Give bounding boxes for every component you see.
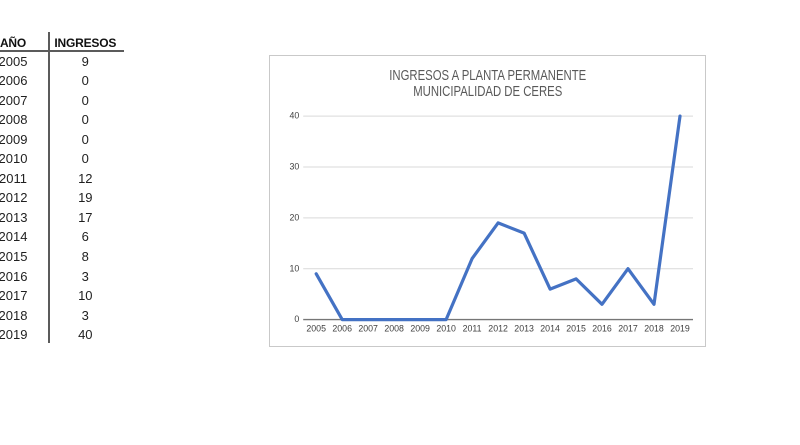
svg-text:40: 40 bbox=[290, 111, 300, 121]
svg-text:2010: 2010 bbox=[436, 323, 456, 333]
svg-text:10: 10 bbox=[290, 263, 300, 273]
svg-text:2015: 2015 bbox=[566, 323, 586, 333]
svg-text:2007: 2007 bbox=[358, 323, 378, 333]
svg-text:30: 30 bbox=[290, 162, 300, 172]
svg-text:2017: 2017 bbox=[618, 323, 638, 333]
svg-text:2013: 2013 bbox=[514, 323, 534, 333]
svg-text:2005: 2005 bbox=[306, 323, 326, 333]
svg-text:2019: 2019 bbox=[670, 323, 690, 333]
svg-text:2006: 2006 bbox=[332, 323, 352, 333]
svg-text:0: 0 bbox=[294, 314, 299, 324]
svg-text:2012: 2012 bbox=[488, 323, 508, 333]
svg-text:2008: 2008 bbox=[384, 323, 404, 333]
svg-text:20: 20 bbox=[290, 212, 300, 222]
svg-text:2011: 2011 bbox=[463, 323, 482, 333]
svg-text:2009: 2009 bbox=[410, 323, 430, 333]
svg-text:2014: 2014 bbox=[540, 323, 560, 333]
svg-text:2016: 2016 bbox=[592, 323, 612, 333]
svg-text:2018: 2018 bbox=[644, 323, 664, 333]
